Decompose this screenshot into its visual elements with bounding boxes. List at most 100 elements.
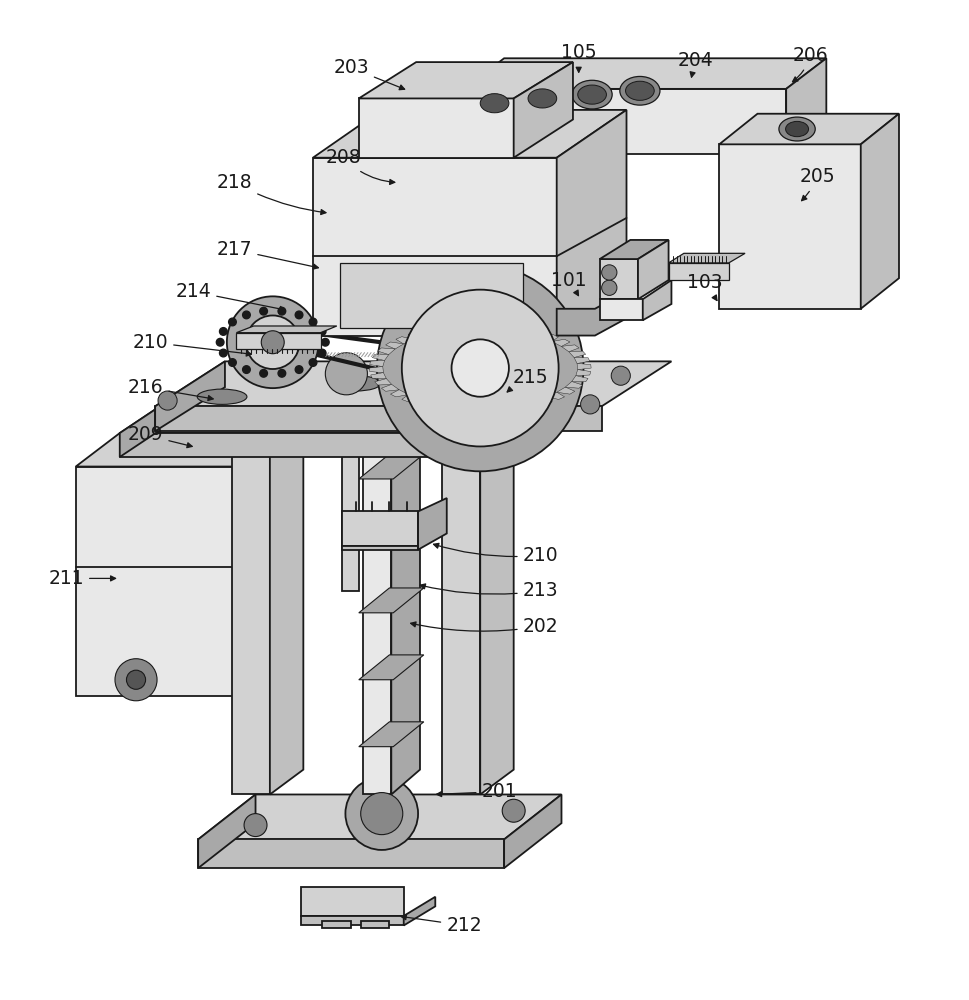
Text: 216: 216 [128, 378, 213, 401]
Polygon shape [322, 921, 351, 928]
Polygon shape [119, 397, 569, 433]
Polygon shape [341, 546, 418, 550]
Polygon shape [76, 433, 294, 467]
Polygon shape [391, 358, 420, 794]
Polygon shape [642, 280, 671, 320]
Circle shape [601, 265, 616, 280]
Polygon shape [313, 110, 626, 158]
Circle shape [545, 358, 568, 381]
Polygon shape [860, 114, 898, 309]
Circle shape [295, 311, 302, 319]
Polygon shape [599, 240, 668, 259]
Polygon shape [386, 342, 403, 349]
Polygon shape [418, 498, 447, 550]
Text: 218: 218 [216, 173, 326, 215]
Circle shape [318, 349, 326, 357]
Circle shape [244, 814, 266, 837]
Text: 205: 205 [799, 167, 834, 201]
Text: 101: 101 [550, 271, 586, 296]
Polygon shape [359, 722, 423, 747]
Polygon shape [463, 89, 785, 154]
Text: 204: 204 [676, 51, 712, 77]
Circle shape [318, 328, 326, 335]
Ellipse shape [197, 389, 247, 404]
Circle shape [610, 366, 630, 385]
Polygon shape [155, 361, 225, 431]
Circle shape [278, 307, 286, 315]
Polygon shape [556, 387, 575, 394]
Polygon shape [453, 324, 468, 331]
Polygon shape [155, 406, 601, 431]
Polygon shape [359, 98, 514, 158]
Ellipse shape [619, 76, 659, 105]
Ellipse shape [578, 85, 606, 104]
Circle shape [401, 290, 558, 446]
Text: 203: 203 [333, 58, 404, 90]
Circle shape [229, 318, 236, 326]
Polygon shape [577, 363, 590, 370]
Polygon shape [408, 87, 445, 135]
Polygon shape [571, 376, 587, 382]
Polygon shape [599, 259, 638, 299]
Ellipse shape [625, 81, 653, 100]
Circle shape [229, 359, 236, 366]
Polygon shape [574, 357, 589, 363]
Polygon shape [313, 158, 556, 336]
Polygon shape [422, 329, 439, 336]
Circle shape [158, 391, 177, 410]
Polygon shape [359, 62, 573, 98]
Circle shape [321, 338, 328, 346]
Polygon shape [359, 521, 423, 546]
Polygon shape [520, 400, 538, 408]
Text: 201: 201 [436, 782, 516, 801]
Circle shape [309, 318, 317, 326]
Text: 209: 209 [128, 425, 192, 448]
Polygon shape [599, 299, 642, 320]
Polygon shape [504, 794, 561, 868]
Polygon shape [269, 400, 303, 794]
Circle shape [219, 328, 227, 335]
Circle shape [246, 315, 299, 369]
Text: 214: 214 [175, 282, 285, 311]
Polygon shape [463, 58, 826, 89]
Text: 213: 213 [420, 581, 558, 600]
Circle shape [219, 349, 227, 357]
Polygon shape [377, 348, 394, 355]
Polygon shape [408, 113, 695, 135]
Polygon shape [359, 454, 423, 479]
Text: 215: 215 [507, 368, 548, 392]
Polygon shape [369, 360, 384, 367]
Polygon shape [446, 405, 461, 411]
Polygon shape [381, 384, 399, 391]
Polygon shape [551, 339, 570, 346]
Polygon shape [506, 403, 522, 410]
Polygon shape [638, 240, 668, 299]
Polygon shape [561, 345, 578, 352]
Polygon shape [236, 326, 336, 333]
Polygon shape [360, 921, 389, 928]
Text: 208: 208 [326, 148, 394, 184]
Text: 103: 103 [686, 273, 722, 300]
Polygon shape [198, 794, 255, 868]
Polygon shape [119, 397, 174, 457]
Circle shape [377, 265, 583, 471]
Polygon shape [301, 916, 403, 925]
Circle shape [278, 369, 286, 377]
Polygon shape [437, 326, 453, 333]
Polygon shape [408, 332, 425, 339]
Polygon shape [119, 433, 514, 457]
Polygon shape [339, 263, 522, 328]
Polygon shape [668, 263, 728, 280]
Polygon shape [362, 380, 391, 794]
Polygon shape [369, 366, 383, 373]
Polygon shape [718, 144, 860, 309]
Ellipse shape [785, 121, 808, 137]
Polygon shape [668, 253, 744, 263]
Polygon shape [568, 351, 585, 357]
Polygon shape [491, 406, 506, 412]
Polygon shape [785, 58, 826, 154]
Circle shape [242, 311, 250, 319]
Polygon shape [429, 402, 446, 409]
Polygon shape [359, 655, 423, 680]
Polygon shape [576, 370, 590, 376]
